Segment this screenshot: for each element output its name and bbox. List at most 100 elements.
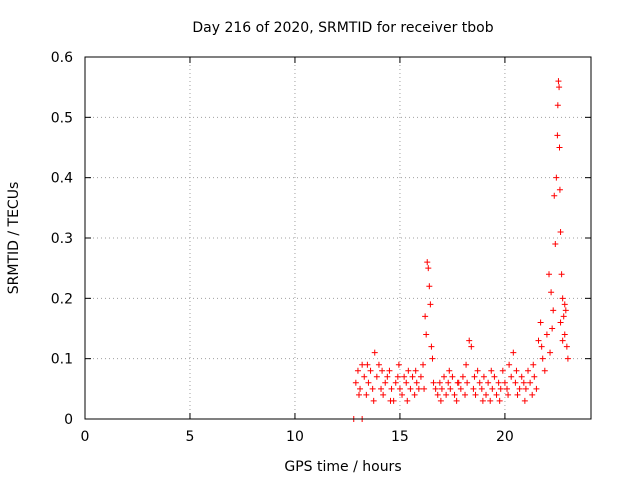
data-point — [387, 397, 394, 404]
data-point — [378, 385, 385, 392]
data-point — [548, 289, 555, 296]
data-point — [496, 397, 503, 404]
data-point — [446, 367, 453, 374]
data-point — [392, 379, 399, 386]
data-point — [499, 367, 506, 374]
data-point — [479, 397, 486, 404]
data-point — [436, 379, 443, 386]
data-point — [551, 192, 558, 199]
data-point — [559, 295, 566, 302]
data-point — [516, 385, 523, 392]
data-point — [521, 397, 528, 404]
data-point — [555, 78, 562, 85]
data-point — [553, 174, 560, 181]
data-point — [464, 379, 471, 386]
grid-lines — [85, 57, 591, 419]
data-point — [359, 361, 366, 368]
data-point — [424, 259, 431, 266]
data-point — [557, 319, 564, 326]
data-point — [430, 379, 437, 386]
data-point — [510, 349, 517, 356]
data-point — [437, 397, 444, 404]
data-point — [457, 385, 464, 392]
data-point — [463, 361, 470, 368]
data-point — [518, 373, 525, 380]
x-axis-label: GPS time / hours — [284, 459, 401, 475]
data-point — [384, 373, 391, 380]
data-point — [407, 385, 414, 392]
y-tick-label: 0.2 — [51, 291, 73, 307]
data-point — [405, 367, 412, 374]
data-point — [388, 385, 395, 392]
data-point — [421, 385, 428, 392]
data-point — [364, 361, 371, 368]
data-point — [497, 385, 504, 392]
axis-tick-labels: 0 5 10 15 20 0 0.1 0.2 0.3 0.4 0.5 0.6 — [51, 50, 514, 445]
data-point — [501, 379, 508, 386]
data-point — [367, 367, 374, 374]
x-tick-label: 5 — [186, 429, 195, 445]
data-point — [363, 391, 370, 398]
data-point — [432, 385, 439, 392]
data-point — [530, 361, 537, 368]
data-point — [520, 379, 527, 386]
data-point — [546, 271, 553, 278]
data-point — [485, 379, 492, 386]
data-point — [557, 228, 564, 235]
data-point — [556, 84, 563, 91]
data-point — [404, 397, 411, 404]
data-point — [468, 343, 475, 350]
data-point — [371, 349, 378, 356]
data-point — [558, 271, 565, 278]
data-point — [483, 391, 490, 398]
data-point — [403, 379, 410, 386]
data-point — [422, 313, 429, 320]
x-tick-label: 0 — [81, 429, 90, 445]
data-point — [453, 397, 460, 404]
data-point — [508, 373, 515, 380]
y-tick-label: 0.6 — [51, 50, 73, 66]
data-point — [434, 391, 441, 398]
data-point — [493, 391, 500, 398]
data-point — [365, 379, 372, 386]
y-tick-label: 0.5 — [51, 110, 73, 126]
data-point — [427, 301, 434, 308]
data-point — [401, 373, 408, 380]
data-point — [489, 385, 496, 392]
y-tick-label: 0 — [64, 412, 73, 428]
data-point — [552, 241, 559, 248]
data-point — [413, 379, 420, 386]
y-tick-label: 0.1 — [51, 352, 73, 368]
data-point — [354, 367, 361, 374]
data-point — [426, 283, 433, 290]
chart-title: Day 216 of 2020, SRMTID for receiver tbo… — [192, 20, 493, 36]
data-point — [563, 343, 570, 350]
data-point — [488, 367, 495, 374]
data-point — [470, 385, 477, 392]
data-point — [505, 391, 512, 398]
plot-frame — [84, 56, 592, 420]
data-point — [459, 373, 466, 380]
data-point — [554, 132, 561, 139]
data-point — [409, 373, 416, 380]
data-point — [474, 367, 481, 374]
data-point — [513, 367, 520, 374]
data-points — [350, 78, 571, 422]
data-point — [428, 343, 435, 350]
data-point — [491, 373, 498, 380]
data-point — [561, 331, 568, 338]
data-point — [449, 373, 456, 380]
data-point — [425, 265, 432, 272]
x-tick-label: 20 — [496, 429, 514, 445]
data-point — [394, 373, 401, 380]
data-point — [529, 391, 536, 398]
y-axis-label: SRMTID / TECUs — [6, 182, 22, 295]
data-point — [373, 373, 380, 380]
data-point — [562, 307, 569, 314]
data-point — [535, 337, 542, 344]
x-tick-label: 15 — [391, 429, 409, 445]
data-point — [447, 385, 454, 392]
data-point — [559, 337, 566, 344]
data-point — [445, 379, 452, 386]
